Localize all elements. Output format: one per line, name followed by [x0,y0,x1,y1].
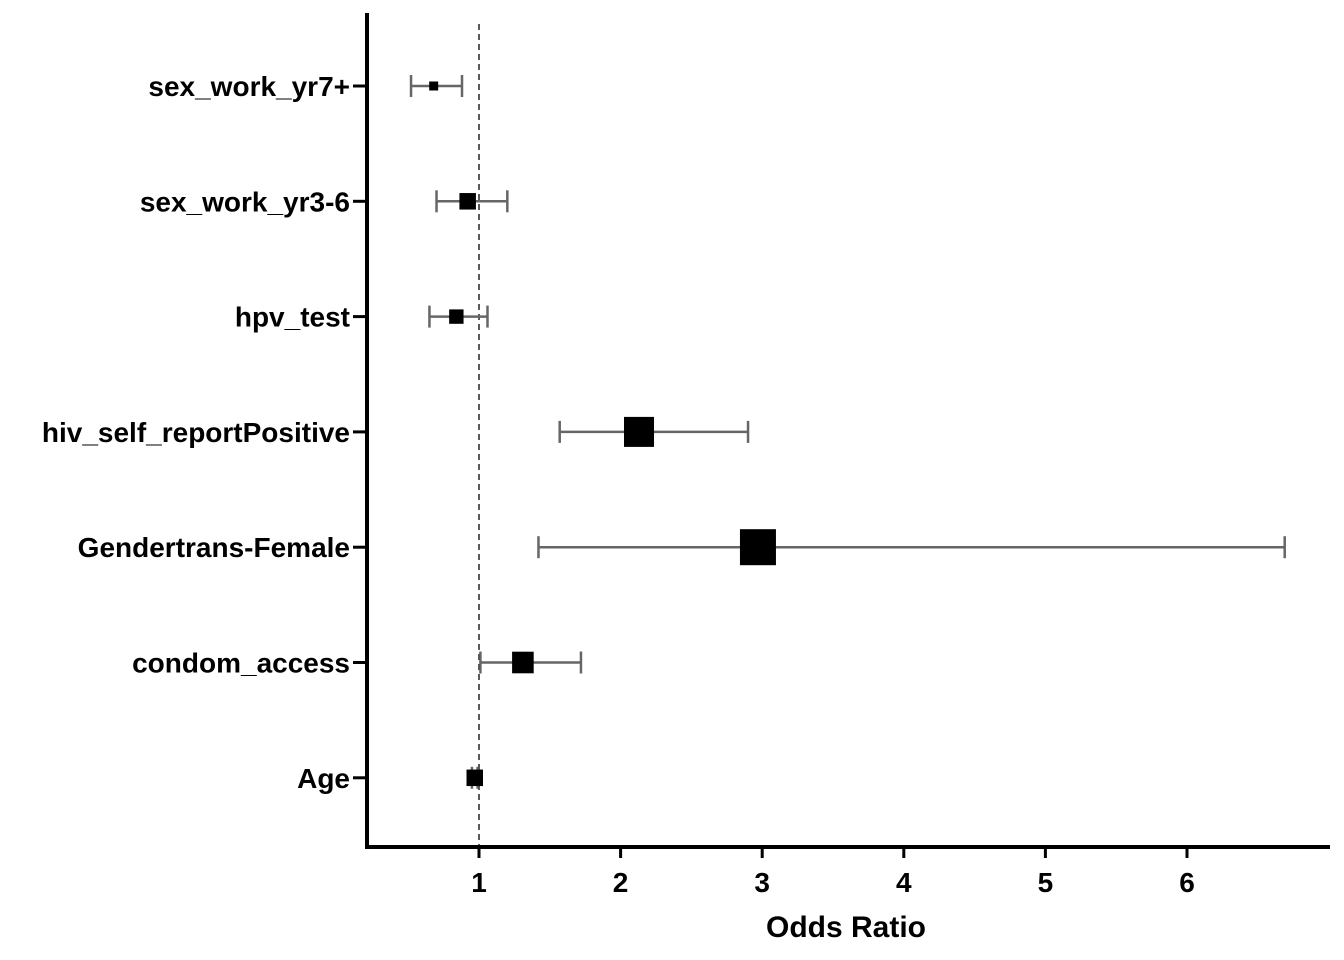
y-label: sex_work_yr3-6 [140,186,350,217]
estimate-marker [512,651,534,674]
estimate-marker [624,416,655,447]
x-axis-title: Odds Ratio [766,911,926,944]
estimate-marker [739,529,776,566]
y-label: condom_access [132,648,350,679]
estimate-marker [429,81,439,91]
estimate-marker [459,193,476,210]
x-tick-label: 1 [471,867,487,898]
x-tick-label: 4 [896,867,912,898]
x-tick-label: 2 [613,867,629,898]
y-label: sex_work_yr7+ [148,71,350,102]
y-label: Age [297,763,350,794]
y-label: Gendertrans-Female [78,532,350,563]
x-tick-label: 5 [1038,867,1054,898]
y-label: hiv_self_reportPositive [42,417,350,448]
estimate-marker [466,769,484,787]
y-label: hpv_test [235,302,350,333]
x-tick-label: 6 [1179,867,1195,898]
x-tick-label: 3 [754,867,770,898]
estimate-marker [449,309,464,324]
